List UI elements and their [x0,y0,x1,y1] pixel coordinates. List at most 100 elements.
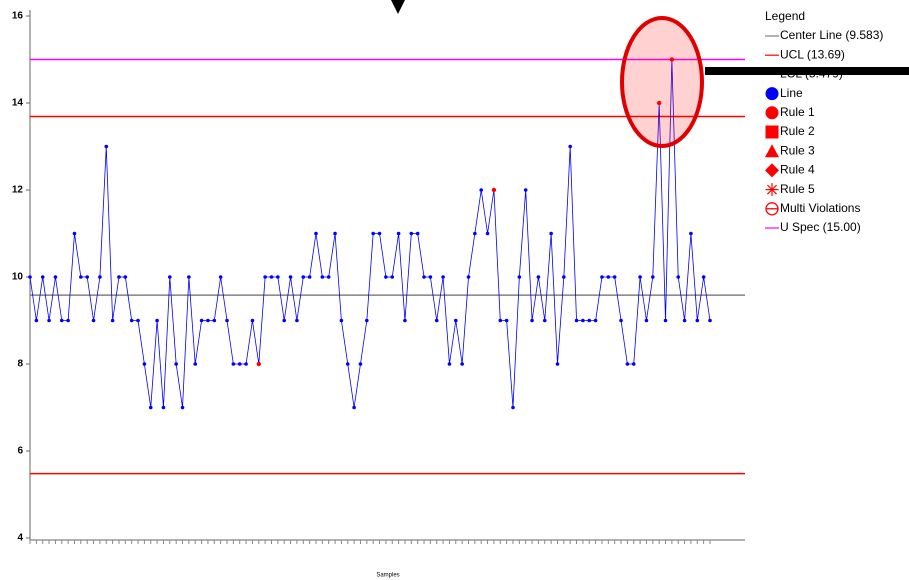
y-tick-label: 16 [12,11,24,22]
data-point [365,318,369,323]
legend-label: Rule 3 [780,143,815,157]
legend-label: Center Line (9.583) [780,28,883,42]
data-point [104,144,109,149]
data-point [708,318,712,323]
data-point [358,362,363,366]
data-point [314,231,318,236]
data-point [352,405,356,410]
data-point [136,318,140,323]
data-point [40,275,45,279]
y-tick-label: 4 [17,533,23,544]
legend-label: Rule 5 [780,182,815,196]
data-point [606,275,611,279]
data-point [676,275,681,279]
data-point [409,231,414,236]
legend-title: Legend [765,9,805,23]
data-point [682,318,687,323]
data-point [345,362,350,366]
data-point [371,231,375,236]
data-point [288,275,293,279]
data-point [631,362,636,366]
pointer [391,0,405,14]
legend-swatch [765,87,779,101]
legend-swatch [766,184,778,195]
data-point [638,275,642,279]
legend-swatch [765,163,779,178]
data-point [161,405,166,410]
data-point [34,318,39,323]
data-point [53,275,58,279]
data-point [600,275,604,279]
data-point [581,318,585,323]
data-point [689,231,693,236]
data-point [244,362,248,366]
data-point [701,275,706,279]
x-axis-label: Samples [376,573,399,579]
legend-label: UCL (13.69) [780,47,845,61]
data-point [168,275,172,279]
data-point [441,275,445,279]
data-point [536,275,541,279]
data-point [403,318,407,323]
data-point [193,362,198,366]
highlight-ellipse [620,16,704,148]
data-point [129,318,134,323]
data-point [307,275,312,279]
data-point [225,318,229,323]
y-tick-label: 6 [17,446,23,457]
data-point [110,318,115,323]
data-point [66,318,70,323]
data-point [263,275,267,279]
data-point [549,231,553,236]
y-tick-label: 14 [12,98,24,109]
data-point [212,318,217,323]
data-point [174,362,178,366]
data-point [276,275,280,279]
data-point [644,318,649,323]
data-line [29,59,711,408]
data-point [498,318,503,323]
data-point [619,318,623,323]
data-point [447,362,452,366]
data-point [542,318,547,323]
data-point [98,275,102,279]
violation-point [656,100,662,106]
legend-label: Rule 2 [780,124,815,138]
legend-swatch [765,144,779,158]
data-point [333,231,337,236]
data-point [72,231,77,236]
data-point [511,405,515,410]
data-point [428,275,433,279]
data-point [59,318,64,323]
data-point [91,318,96,323]
data-point [612,275,617,279]
data-point [663,318,668,323]
data-point [47,318,51,323]
data-point [453,318,458,323]
data-point [396,231,401,236]
violation-point [491,187,497,193]
data-point [473,231,477,236]
legend-swatch [765,106,779,120]
data-point [155,318,159,323]
y-tick-label: 12 [12,185,24,196]
data-point [625,362,630,366]
data-point [206,318,210,323]
data-point [231,362,236,366]
data-point [180,405,185,410]
data-point [504,318,509,323]
data-point [651,275,655,279]
data-point [695,318,700,323]
data-point [339,318,344,323]
legend-label: Rule 4 [780,163,815,177]
data-point [326,275,331,279]
legend-swatch [765,125,779,139]
data-point [555,362,560,366]
data-point [479,188,484,192]
data-point [320,275,325,279]
data-point [142,362,147,366]
data-point [282,318,287,323]
y-tick-label: 10 [12,272,24,283]
data-point [237,362,242,366]
